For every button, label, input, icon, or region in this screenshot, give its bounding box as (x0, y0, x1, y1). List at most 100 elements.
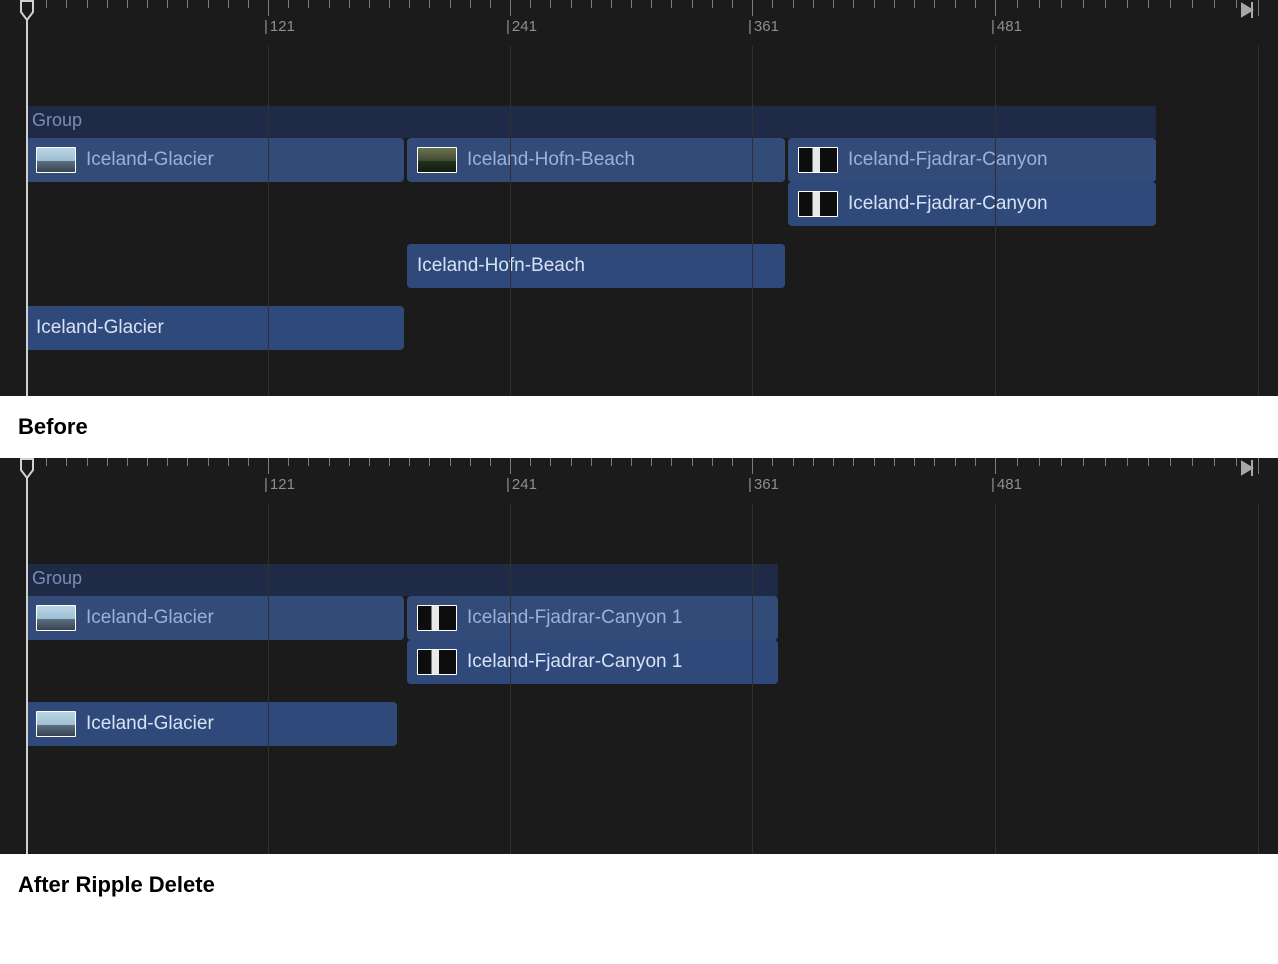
clip[interactable]: Iceland-Glacier (26, 138, 404, 182)
timeline-ruler[interactable]: 121241361481 (0, 458, 1278, 504)
ruler-tick-minor (187, 458, 188, 466)
ruler-tick-minor (1061, 458, 1062, 466)
ruler-tick-minor (571, 458, 572, 466)
ruler-tick-minor (955, 458, 956, 466)
ruler-tick-minor (712, 458, 713, 466)
clip[interactable]: Iceland-Fjadrar-Canyon 1 (407, 596, 778, 640)
ruler-tick-minor (671, 0, 672, 8)
ruler-tick-minor (208, 0, 209, 8)
ruler-tick-minor (550, 458, 551, 466)
ruler-tick-minor (631, 458, 632, 466)
ruler-tick-major (510, 458, 511, 474)
timeline-ruler[interactable]: 121241361481 (0, 0, 1278, 46)
ruler-tick-minor (228, 0, 229, 8)
ruler-tick-label: 241 (506, 476, 537, 493)
project-end-marker[interactable] (1238, 458, 1254, 483)
ruler-tick-minor (107, 0, 108, 8)
track-row: Iceland-Hofn-Beach (0, 244, 1278, 288)
playhead-marker[interactable] (20, 458, 34, 480)
ruler-tick-minor (409, 0, 410, 8)
ruler-tick-minor (329, 0, 330, 8)
project-end-marker[interactable] (1238, 0, 1254, 25)
ruler-tick-minor (712, 0, 713, 8)
ruler-tick-major (1258, 458, 1259, 474)
glacier-thumbnail-icon (36, 147, 76, 173)
clip[interactable]: Iceland-Hofn-Beach (407, 244, 785, 288)
ruler-tick-minor (1105, 458, 1106, 466)
ruler-tick-minor (1083, 458, 1084, 466)
tracks-area: Group Iceland-GlacierIceland-Fjadrar-Can… (0, 504, 1278, 828)
ruler-tick-minor (611, 0, 612, 8)
ruler-tick-minor (308, 458, 309, 466)
ruler-tick-major (995, 0, 996, 16)
playhead-line (26, 0, 28, 396)
gridline (510, 46, 511, 396)
ruler-tick-minor (692, 0, 693, 8)
gridline (752, 504, 753, 854)
ruler-tick-minor (651, 458, 652, 466)
ruler-tick-minor (530, 0, 531, 8)
ruler-tick-minor (450, 0, 451, 8)
ruler-tick-minor (772, 0, 773, 8)
ruler-tick-minor (651, 0, 652, 8)
ruler-tick-minor (409, 458, 410, 466)
ruler-tick-minor (288, 458, 289, 466)
group-header[interactable]: Group (26, 564, 778, 596)
gridline (995, 504, 996, 854)
group-label: Group (32, 110, 82, 131)
track-row: Iceland-Glacier (0, 702, 1278, 746)
ruler-tick-minor (1170, 0, 1171, 8)
group-clips-row: Iceland-GlacierIceland-Hofn-BeachIceland… (26, 138, 1156, 182)
clip[interactable]: Iceland-Fjadrar-Canyon (788, 182, 1156, 226)
gridline (1258, 504, 1259, 854)
clip[interactable]: Iceland-Fjadrar-Canyon (788, 138, 1156, 182)
clip[interactable]: Iceland-Hofn-Beach (407, 138, 785, 182)
playhead-marker[interactable] (20, 0, 34, 22)
ruler-tick-minor (1148, 458, 1149, 466)
ruler-tick-minor (975, 0, 976, 8)
ruler-tick-label: 121 (264, 18, 295, 35)
ruler-tick-major (510, 0, 511, 16)
ruler-tick-minor (772, 458, 773, 466)
ruler-tick-minor (87, 0, 88, 8)
ruler-tick-minor (389, 458, 390, 466)
ruler-tick-major (995, 458, 996, 474)
ruler-tick-minor (389, 0, 390, 8)
ruler-tick-minor (490, 458, 491, 466)
ruler-tick-minor (46, 0, 47, 8)
clip[interactable]: Iceland-Glacier (26, 702, 397, 746)
clip[interactable]: Iceland-Glacier (26, 596, 404, 640)
ruler-tick-minor (934, 458, 935, 466)
ruler-tick-minor (167, 458, 168, 466)
ruler-tick-minor (631, 0, 632, 8)
clip[interactable]: Iceland-Fjadrar-Canyon 1 (407, 640, 778, 684)
timeline-before: 121241361481 Group Iceland-GlacierIcelan… (0, 0, 1278, 396)
ruler-tick-minor (874, 0, 875, 8)
ruler-tick-minor (349, 0, 350, 8)
ruler-tick-label: 121 (264, 476, 295, 493)
ruler-tick-minor (894, 458, 895, 466)
timeline-after: 121241361481 Group Iceland-GlacierIcelan… (0, 458, 1278, 854)
ruler-tick-minor (329, 458, 330, 466)
ruler-tick-minor (1017, 0, 1018, 8)
ruler-tick-minor (591, 458, 592, 466)
clip[interactable]: Iceland-Glacier (26, 306, 404, 350)
caption-after: After Ripple Delete (0, 854, 1278, 916)
clip-label: Iceland-Glacier (86, 607, 214, 629)
canyon-thumbnail-icon (417, 605, 457, 631)
ruler-tick-minor (1236, 458, 1237, 466)
ruler-tick-label: 481 (991, 476, 1022, 493)
ruler-tick-minor (530, 458, 531, 466)
ruler-tick-major (268, 0, 269, 16)
ruler-tick-minor (46, 458, 47, 466)
ruler-tick-minor (1017, 458, 1018, 466)
ruler-tick-minor (369, 458, 370, 466)
ruler-tick-minor (571, 0, 572, 8)
ruler-tick-minor (228, 458, 229, 466)
ruler-tick-minor (732, 0, 733, 8)
ruler-tick-minor (107, 458, 108, 466)
ruler-tick-major (752, 0, 753, 16)
group-header[interactable]: Group (26, 106, 1156, 138)
ruler-tick-minor (147, 0, 148, 8)
ruler-tick-label: 361 (748, 18, 779, 35)
